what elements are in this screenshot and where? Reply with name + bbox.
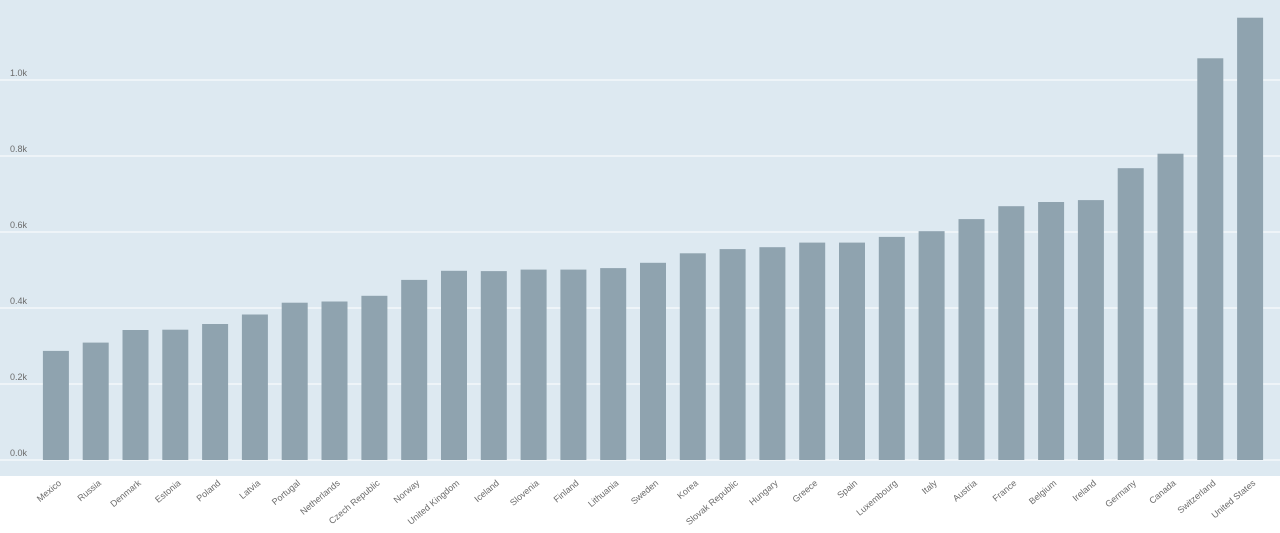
bar-mexico[interactable] [43,351,69,460]
x-category-label: Italy [920,478,939,497]
x-category-label: Luxembourg [854,478,899,518]
x-category-label: Spain [835,478,859,500]
x-category-label: Switzerland [1176,478,1218,516]
x-category-label: Iceland [472,478,501,504]
bar-latvia[interactable] [242,315,268,461]
bar-switzerland[interactable] [1197,58,1223,460]
bar-estonia[interactable] [162,330,188,460]
bar-iceland[interactable] [481,271,507,460]
x-category-label: Finland [552,478,581,505]
y-tick-label: 0.6k [10,220,28,230]
bar-russia[interactable] [83,343,109,460]
x-category-label: Slovenia [508,478,541,508]
x-category-label: Russia [75,478,103,503]
bar-portugal[interactable] [282,303,308,460]
x-category-label: France [991,478,1019,504]
bar-lithuania[interactable] [600,268,626,460]
y-tick-label: 0.2k [10,372,28,382]
bar-canada[interactable] [1158,154,1184,460]
x-category-label: Mexico [35,478,63,504]
bar-hungary[interactable] [759,247,785,460]
bar-belgium[interactable] [1038,202,1064,460]
y-tick-label: 0.4k [10,296,28,306]
bar-sweden[interactable] [640,263,666,460]
bar-germany[interactable] [1118,168,1144,460]
bar-luxembourg[interactable] [879,237,905,460]
bar-slovenia[interactable] [521,270,547,460]
x-category-label: Germany [1103,478,1138,510]
bar-poland[interactable] [202,324,228,460]
x-category-label: Greece [790,478,819,505]
y-tick-label: 0.8k [10,144,28,154]
bar-spain[interactable] [839,243,865,460]
bar-slovak-republic[interactable] [720,249,746,460]
x-category-label: Latvia [237,478,262,501]
bar-netherlands[interactable] [322,302,348,461]
bar-greece[interactable] [799,243,825,460]
bar-ireland[interactable] [1078,200,1104,460]
x-axis-labels: Mexico Russia Denmark Estonia Poland Latvia Po… [35,478,1258,527]
bar-austria[interactable] [959,219,985,460]
x-category-label: Sweden [629,478,660,507]
x-category-label: Estonia [153,478,182,505]
bar-norway[interactable] [401,280,427,460]
x-category-label: Belgium [1027,478,1058,507]
x-category-label: Hungary [747,478,780,508]
bar-korea[interactable] [680,253,706,460]
x-category-label: Austria [951,478,979,504]
bar-united-kingdom[interactable] [441,271,467,460]
bar-italy[interactable] [919,231,945,460]
y-tick-label: 0.0k [10,448,28,458]
x-category-label: Canada [1147,478,1178,506]
x-category-label: Portugal [270,478,302,507]
x-category-label: Lithuania [586,478,620,509]
x-category-label: Denmark [108,478,143,509]
x-category-label: Ireland [1071,478,1099,503]
x-category-label: Norway [392,478,422,506]
bar-france[interactable] [998,206,1024,460]
y-tick-label: 1.0k [10,68,28,78]
bar-finland[interactable] [560,270,586,460]
x-category-label: Poland [195,478,223,504]
bar-united-states[interactable] [1237,18,1263,460]
bar-czech-republic[interactable] [361,296,387,460]
bar-denmark[interactable] [123,330,149,460]
x-category-label: Korea [675,478,700,501]
x-category-label: United States [1210,478,1258,521]
